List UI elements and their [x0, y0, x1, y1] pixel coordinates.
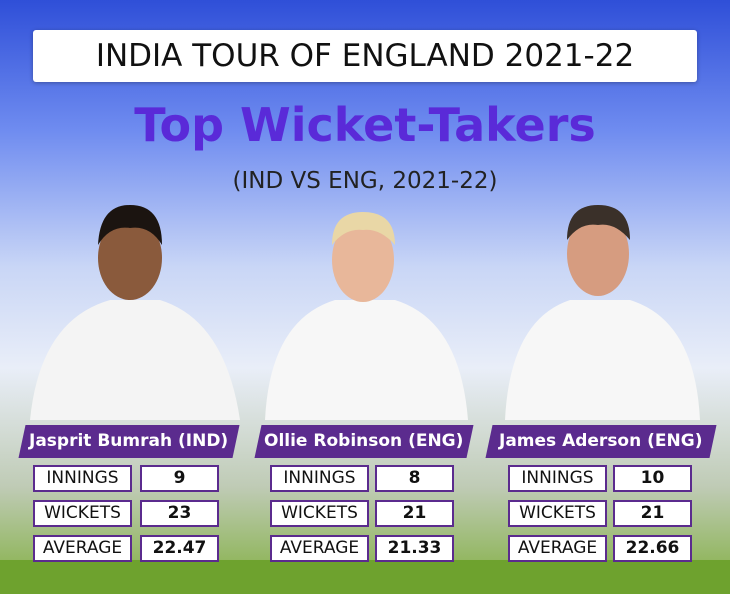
player-photo [30, 205, 240, 420]
stat-value: 9 [140, 465, 219, 492]
stat-label: INNINGS [33, 465, 132, 492]
stat-value: 21 [375, 500, 454, 527]
player-name-banner: James Aderson (ENG) [485, 425, 717, 458]
player-name: James Aderson (ENG) [499, 431, 703, 451]
heading: Top Wicket-Takers [134, 98, 596, 152]
player-name: Jasprit Bumrah (IND) [29, 431, 229, 451]
stat-value: 22.66 [613, 535, 692, 562]
stat-label: INNINGS [508, 465, 607, 492]
stat-label: WICKETS [33, 500, 132, 527]
stat-value: 10 [613, 465, 692, 492]
stat-value: 21.33 [375, 535, 454, 562]
player-name: Ollie Robinson (ENG) [264, 431, 464, 451]
player-photo [265, 212, 468, 420]
header-title: INDIA TOUR OF ENGLAND 2021-22 [33, 30, 697, 82]
stat-label: AVERAGE [270, 535, 369, 562]
stat-value: 21 [613, 500, 692, 527]
stat-value: 23 [140, 500, 219, 527]
stat-value: 8 [375, 465, 454, 492]
player-name-banner: Jasprit Bumrah (IND) [18, 425, 240, 458]
stat-label: AVERAGE [508, 535, 607, 562]
stat-label: INNINGS [270, 465, 369, 492]
subheading: (IND VS ENG, 2021-22) [232, 168, 498, 194]
stat-label: AVERAGE [33, 535, 132, 562]
player-name-banner: Ollie Robinson (ENG) [254, 425, 474, 458]
player-photo [505, 205, 700, 420]
stat-label: WICKETS [508, 500, 607, 527]
stat-value: 22.47 [140, 535, 219, 562]
stat-label: WICKETS [270, 500, 369, 527]
